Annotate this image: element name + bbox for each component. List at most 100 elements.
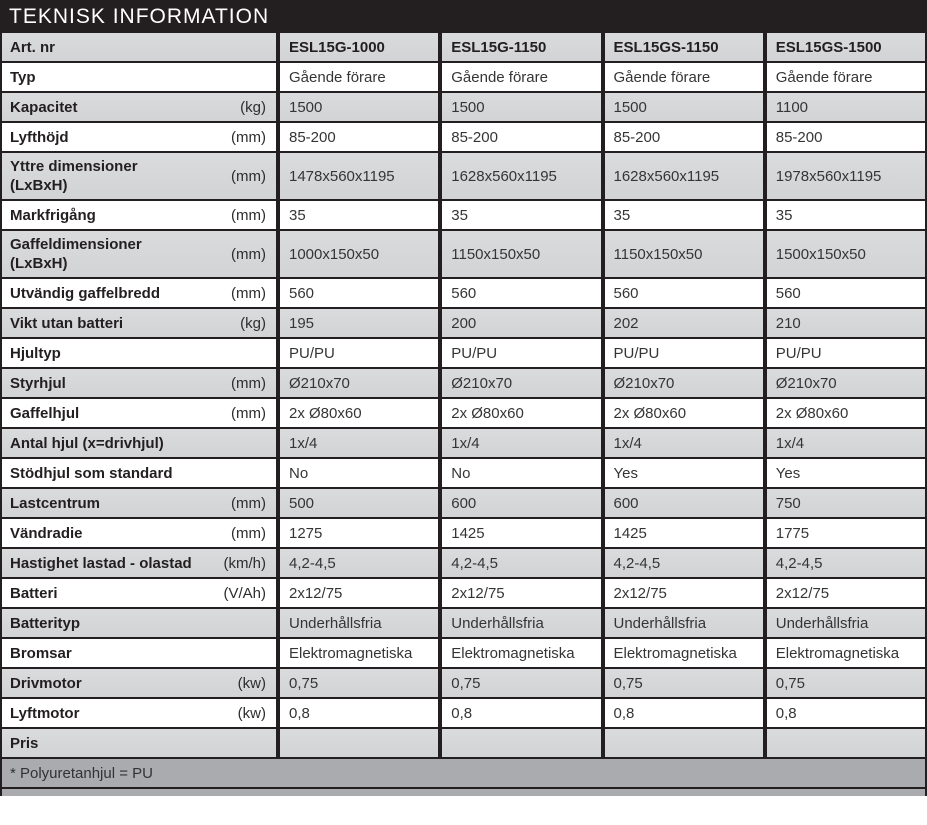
row-value: 1x/4 bbox=[613, 434, 642, 452]
row-label-cell: Typ bbox=[2, 63, 276, 91]
row-label-cell: Vändradie (mm) bbox=[2, 519, 276, 547]
row-value: 1150x150x50 bbox=[451, 245, 541, 263]
row-value-cell: 2x12/75 bbox=[438, 579, 600, 607]
row-value: Gående förare bbox=[775, 68, 873, 86]
table-footer-row: * Polyuretanhjul = PU bbox=[2, 759, 925, 789]
table-row: Utvändig gaffelbredd (mm) 560 560 560 560 bbox=[2, 279, 925, 309]
table-row: Hjultyp PU/PU PU/PU PU/PU PU/PU bbox=[2, 339, 925, 369]
row-value-cell: 1628x560x1195 bbox=[438, 153, 600, 199]
row-value: 202 bbox=[613, 314, 639, 332]
row-unit: (kw) bbox=[237, 704, 266, 722]
row-value-cell: 1x/4 bbox=[600, 429, 763, 457]
row-value-cell: No bbox=[276, 459, 438, 487]
row-value: Ø210x70 bbox=[613, 374, 675, 392]
row-unit: (mm) bbox=[231, 524, 266, 542]
row-value-cell: 600 bbox=[438, 489, 600, 517]
row-label-cell: Lyftmotor (kw) bbox=[2, 699, 276, 727]
row-value: 0,75 bbox=[775, 674, 805, 692]
row-value-cell: Ø210x70 bbox=[600, 369, 763, 397]
row-label: Vändradie bbox=[10, 524, 83, 542]
row-value: Underhållsfria bbox=[775, 614, 869, 632]
row-value: 2x12/75 bbox=[451, 584, 505, 602]
row-label-cell: Batteri (V/Ah) bbox=[2, 579, 276, 607]
row-value-cell: Yes bbox=[600, 459, 763, 487]
table-row: Batterityp Underhållsfria Underhållsfria U… bbox=[2, 609, 925, 639]
row-label-cell: Batterityp bbox=[2, 609, 276, 637]
row-value-cell: Gående förare bbox=[600, 63, 763, 91]
spec-table: Art. nr ESL15G-1000 ESL15G-1150 ESL15GS-11… bbox=[0, 33, 927, 796]
row-label: Lastcentrum bbox=[10, 494, 101, 512]
row-value-cell: 2x12/75 bbox=[276, 579, 438, 607]
row-value: Ø210x70 bbox=[289, 374, 350, 392]
table-row: Gaffelhjul (mm) 2x Ø80x60 2x Ø80x60 2x Ø80… bbox=[2, 399, 925, 429]
row-value: 4,2-4,5 bbox=[451, 554, 498, 572]
row-value-cell: 2x12/75 bbox=[600, 579, 763, 607]
row-value-cell: 4,2-4,5 bbox=[762, 549, 925, 577]
row-unit: (mm) bbox=[231, 206, 266, 224]
row-value-cell: PU/PU bbox=[438, 339, 600, 367]
row-value-cell: Ø210x70 bbox=[438, 369, 600, 397]
row-value: 0,75 bbox=[289, 674, 319, 692]
header-label-cell: Art. nr bbox=[2, 33, 276, 61]
row-label-cell: Antal hjul (x=drivhjul) bbox=[2, 429, 276, 457]
row-label-cell: Markfrigång (mm) bbox=[2, 201, 276, 229]
row-label: Lyftmotor bbox=[10, 704, 80, 722]
row-value-cell: 202 bbox=[600, 309, 763, 337]
table-row: Hastighet lastad - olastad (km/h) 4,2-4,… bbox=[2, 549, 925, 579]
row-value-cell: 85-200 bbox=[276, 123, 438, 151]
row-label: Lyfthöjd bbox=[10, 128, 69, 146]
table-row: Drivmotor (kw) 0,75 0,75 0,75 0,75 bbox=[2, 669, 925, 699]
row-value-cell: 750 bbox=[762, 489, 925, 517]
row-value: 1775 bbox=[775, 524, 810, 542]
row-value: 1275 bbox=[289, 524, 323, 542]
row-value: Yes bbox=[775, 464, 801, 482]
row-value: 85-200 bbox=[451, 128, 498, 146]
row-label-cell: Drivmotor (kw) bbox=[2, 669, 276, 697]
row-value-cell: Underhållsfria bbox=[276, 609, 438, 637]
row-value: 0,75 bbox=[613, 674, 643, 692]
row-value: 1150x150x50 bbox=[613, 245, 703, 263]
row-value-cell: 0,75 bbox=[762, 669, 925, 697]
row-value: 0,8 bbox=[451, 704, 473, 722]
table-row: Bromsar Elektromagnetiska Elektromagnetis… bbox=[2, 639, 925, 669]
header-column-cell: ESL15G-1000 bbox=[276, 33, 438, 61]
row-value-cell: Gående förare bbox=[276, 63, 438, 91]
row-value: 0,8 bbox=[775, 704, 797, 722]
row-value: 1500x150x50 bbox=[775, 245, 866, 263]
row-value: PU/PU bbox=[451, 344, 498, 362]
row-unit: (V/Ah) bbox=[223, 584, 266, 602]
table-row: Pris bbox=[2, 729, 925, 759]
row-value: 2x Ø80x60 bbox=[289, 404, 362, 422]
row-value-cell: Elektromagnetiska bbox=[276, 639, 438, 667]
row-value-cell: 195 bbox=[276, 309, 438, 337]
row-value-cell: 2x12/75 bbox=[762, 579, 925, 607]
row-label-cell: Yttre dimensioner (LxBxH) (mm) bbox=[2, 153, 276, 199]
row-label: Utvändig gaffelbredd bbox=[10, 284, 161, 302]
row-value: 1x/4 bbox=[289, 434, 318, 452]
row-value: Underhållsfria bbox=[289, 614, 382, 632]
row-value-cell: 1425 bbox=[600, 519, 763, 547]
row-value-cell: 1500 bbox=[276, 93, 438, 121]
page-title: TEKNISK INFORMATION bbox=[9, 4, 270, 28]
row-value: 2x Ø80x60 bbox=[775, 404, 849, 422]
row-label: Gaffeldimensioner (LxBxH) bbox=[10, 236, 142, 272]
row-unit: (mm) bbox=[231, 245, 266, 263]
row-unit: (kw) bbox=[237, 674, 266, 692]
row-value-cell: Underhållsfria bbox=[762, 609, 925, 637]
row-label-cell: Styrhjul (mm) bbox=[2, 369, 276, 397]
row-unit: (mm) bbox=[231, 284, 266, 302]
row-value-cell: 85-200 bbox=[600, 123, 763, 151]
table-row: Gaffeldimensioner (LxBxH) (mm) 1000x150x… bbox=[2, 231, 925, 279]
row-label-cell: Hjultyp bbox=[2, 339, 276, 367]
row-value-cell: 1478x560x1195 bbox=[276, 153, 438, 199]
row-value: 1000x150x50 bbox=[289, 245, 380, 263]
row-value: 2x12/75 bbox=[613, 584, 667, 602]
row-value: 35 bbox=[775, 206, 793, 224]
row-value-cell: 1x/4 bbox=[762, 429, 925, 457]
row-value: 750 bbox=[775, 494, 801, 512]
row-value-cell: Ø210x70 bbox=[276, 369, 438, 397]
row-label-cell: Lastcentrum (mm) bbox=[2, 489, 276, 517]
row-unit: (km/h) bbox=[223, 554, 267, 572]
row-value: Elektromagnetiska bbox=[613, 644, 737, 662]
